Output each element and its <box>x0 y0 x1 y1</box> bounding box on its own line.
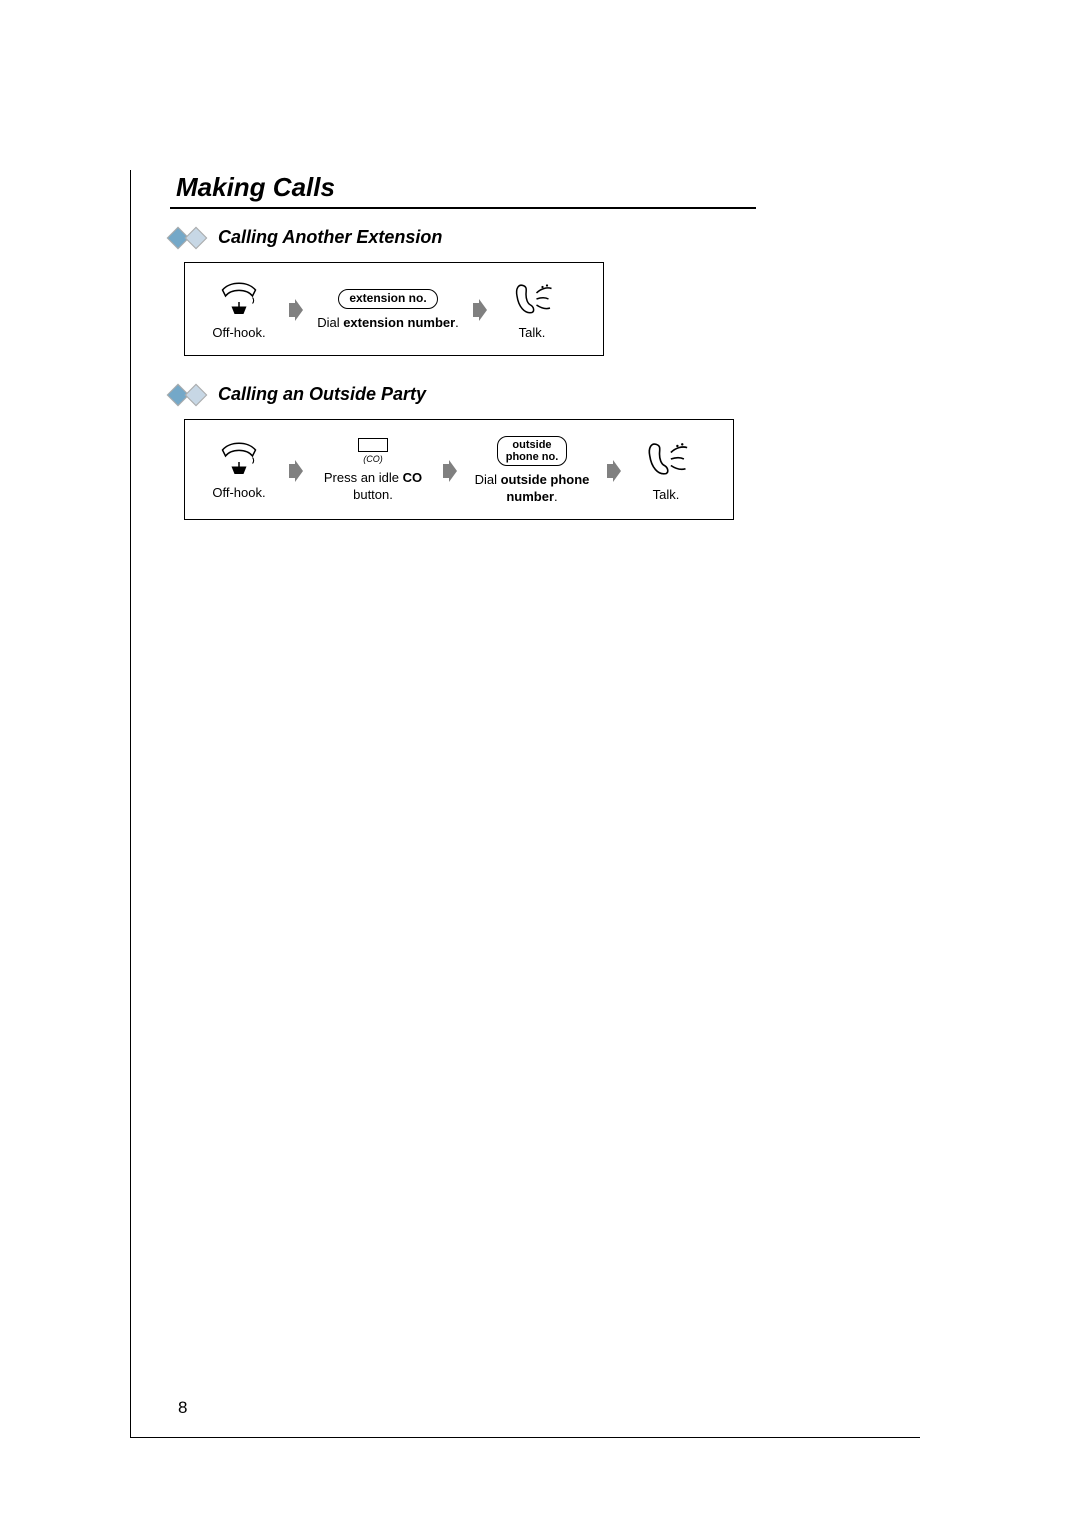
step-talk: Talk. <box>497 279 567 341</box>
co-label: (CO) <box>363 454 383 464</box>
step-label: Talk. <box>519 325 546 341</box>
page-number: 8 <box>178 1398 187 1418</box>
extension-pill: extension no. <box>338 289 437 308</box>
flow-row: Off-hook. (CO) Press an idle CO button. <box>199 436 719 505</box>
talk-icon <box>640 437 692 481</box>
outside-pill: outsidephone no. <box>497 436 568 466</box>
step-label: Dial outside phone number. <box>467 472 597 505</box>
arrow-icon <box>607 460 621 482</box>
step-offhook: Off-hook. <box>199 439 279 501</box>
arrow-icon <box>473 299 487 321</box>
step-offhook: Off-hook. <box>199 279 279 341</box>
step-label: Off-hook. <box>212 485 265 501</box>
handset-icon <box>215 279 263 319</box>
diamond-icon <box>185 383 208 406</box>
arrow-icon <box>443 460 457 482</box>
step-label: Talk. <box>653 487 680 503</box>
arrow-icon <box>289 299 303 321</box>
step-outside-number: outsidephone no. Dial outside phone numb… <box>467 436 597 505</box>
step-co-button: (CO) Press an idle CO button. <box>313 438 433 503</box>
bullet-icon <box>170 387 204 403</box>
step-label: Dial extension number. <box>317 315 459 331</box>
button-rect-icon <box>358 438 388 452</box>
page: Making Calls Calling Another Extension <box>0 0 1080 1528</box>
bullet-icon <box>170 230 204 246</box>
handset-icon <box>215 439 263 479</box>
arrow-icon <box>289 460 303 482</box>
step-label: Off-hook. <box>212 325 265 341</box>
diagram-2: Off-hook. (CO) Press an idle CO button. <box>184 419 734 520</box>
step-talk: Talk. <box>631 437 701 503</box>
section-2-header: Calling an Outside Party <box>170 384 790 405</box>
margin-rule-horizontal <box>130 1437 920 1438</box>
step-dial: extension no. Dial extension number. <box>313 289 463 330</box>
content-area: Making Calls Calling Another Extension <box>170 170 790 520</box>
co-button-icon: (CO) <box>358 438 388 464</box>
margin-rule-vertical <box>130 170 131 1438</box>
page-title: Making Calls <box>176 172 335 202</box>
diamond-icon <box>185 226 208 249</box>
diagram-1: Off-hook. extension no. Dial extension n… <box>184 262 604 356</box>
section-1-heading: Calling Another Extension <box>218 227 442 248</box>
title-box: Making Calls <box>170 170 756 209</box>
section-1-header: Calling Another Extension <box>170 227 790 248</box>
step-label: Press an idle CO button. <box>313 470 433 503</box>
talk-icon <box>508 279 556 319</box>
section-2-heading: Calling an Outside Party <box>218 384 426 405</box>
flow-row: Off-hook. extension no. Dial extension n… <box>199 279 589 341</box>
